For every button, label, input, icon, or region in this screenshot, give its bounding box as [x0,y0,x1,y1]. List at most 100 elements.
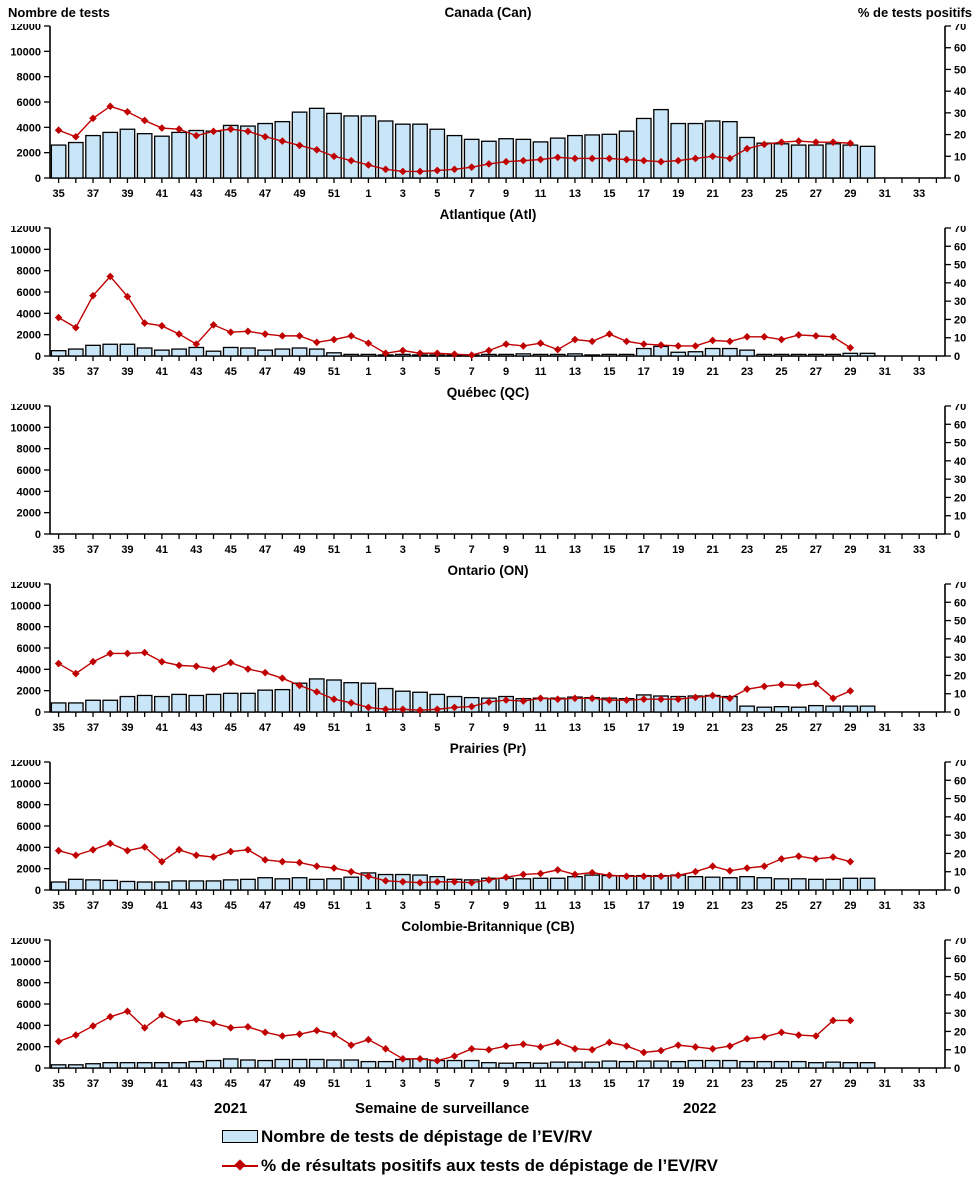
svg-text:40: 40 [954,812,966,824]
svg-text:25: 25 [775,1078,787,1090]
bar [85,1063,101,1069]
bar [67,878,84,891]
bar [102,879,119,891]
svg-text:15: 15 [603,900,615,912]
svg-text:2000: 2000 [17,330,41,342]
svg-text:0: 0 [35,1063,41,1075]
svg-text:13: 13 [569,1078,581,1090]
bar [102,1062,119,1069]
bar [808,144,824,179]
bar [222,879,239,891]
svg-text:1: 1 [365,366,371,378]
svg-text:47: 47 [259,366,271,378]
bar [670,351,687,357]
bar [308,348,325,357]
bar [360,1060,377,1069]
bar [463,1059,480,1069]
x-axis-ticks: 35 37 39 41 43 45 47 49 51 1 3 5 7 9 11 13 15 17 19 21 23 25 2… [52,534,938,556]
bar [360,115,377,179]
svg-text:25: 25 [775,366,787,378]
bar [326,1059,342,1069]
svg-text:27: 27 [810,544,822,556]
bar [222,346,239,357]
bar [188,129,205,179]
svg-text:1: 1 [365,544,371,556]
svg-text:31: 31 [879,1078,891,1090]
bar [429,128,446,179]
svg-text:5: 5 [434,722,440,734]
bar [498,353,514,357]
svg-text:15: 15 [603,1078,615,1090]
chart-panel: Canada (Can) 0 2000 4000 6000 8000 10000 12000 0… [0,4,976,206]
svg-text:13: 13 [569,544,581,556]
svg-text:27: 27 [810,1078,822,1090]
svg-text:12000: 12000 [10,582,41,591]
diamond-icon [234,1159,246,1171]
svg-text:47: 47 [259,1078,271,1090]
bar [274,1058,291,1069]
svg-text:1: 1 [365,900,371,912]
svg-text:3: 3 [400,1078,406,1090]
bar [136,1062,153,1069]
svg-text:43: 43 [190,722,202,734]
svg-text:51: 51 [328,1078,340,1090]
bar [360,353,377,357]
svg-text:50: 50 [954,616,966,628]
bar [240,692,256,713]
bar [515,878,532,891]
bar [842,877,859,891]
bars-group [50,107,876,179]
bars-group [50,872,876,891]
bar [136,694,153,713]
bar [825,1061,842,1069]
svg-text:3: 3 [400,366,406,378]
bar [171,131,187,179]
chart-panel: Québec (QC) 0 2000 4000 6000 8000 10000 12000 0 1… [0,384,976,562]
svg-text:1: 1 [365,1078,371,1090]
left-axis-ticks: 0 2000 4000 6000 8000 10000 12000 [10,760,50,897]
panel-title: Atlantique (Atl) [439,207,537,222]
svg-text:47: 47 [259,188,271,200]
svg-text:0: 0 [35,173,41,185]
bar [326,352,342,357]
left-axis-ticks: 0 2000 4000 6000 8000 10000 12000 [10,24,50,185]
svg-text:31: 31 [879,366,891,378]
bar [136,347,153,357]
svg-text:41: 41 [156,544,168,556]
bar [240,125,256,179]
bar [326,112,342,179]
svg-text:7: 7 [469,722,475,734]
svg-text:17: 17 [638,188,650,200]
svg-text:6000: 6000 [17,287,41,299]
chart-panel: Ontario (ON) 0 2000 4000 6000 8000 10000 12000 0… [0,562,976,740]
bar [739,876,755,891]
svg-text:49: 49 [293,544,305,556]
bar [584,354,601,357]
svg-text:0: 0 [35,529,41,541]
bar [274,120,291,179]
bar [119,1062,136,1069]
svg-text:49: 49 [293,1078,305,1090]
bar [308,1058,325,1069]
svg-text:40: 40 [954,634,966,646]
x-axis-title: Semaine de surveillance [355,1100,530,1117]
bar [790,878,807,891]
x-axis-ticks: 35 37 39 41 43 45 47 49 51 1 3 5 7 9 11 13 15 17 19 21 23 25 2… [52,1068,938,1090]
svg-text:13: 13 [569,366,581,378]
bar [343,353,360,357]
bar [343,876,360,891]
bar [153,1062,170,1069]
svg-text:33: 33 [913,1078,925,1090]
bar [808,353,824,357]
svg-text:8000: 8000 [17,978,41,990]
svg-text:30: 30 [954,830,966,842]
svg-text:20: 20 [954,670,966,682]
x-axis-ticks: 35 37 39 41 43 45 47 49 51 1 3 5 7 9 11 13 15 17 19 21 23 25 2… [52,178,938,200]
svg-text:40: 40 [954,86,966,98]
svg-text:35: 35 [52,900,64,912]
bar [635,117,652,179]
svg-text:21: 21 [707,1078,719,1090]
svg-text:41: 41 [156,900,168,912]
bar [739,705,755,713]
svg-text:25: 25 [775,900,787,912]
